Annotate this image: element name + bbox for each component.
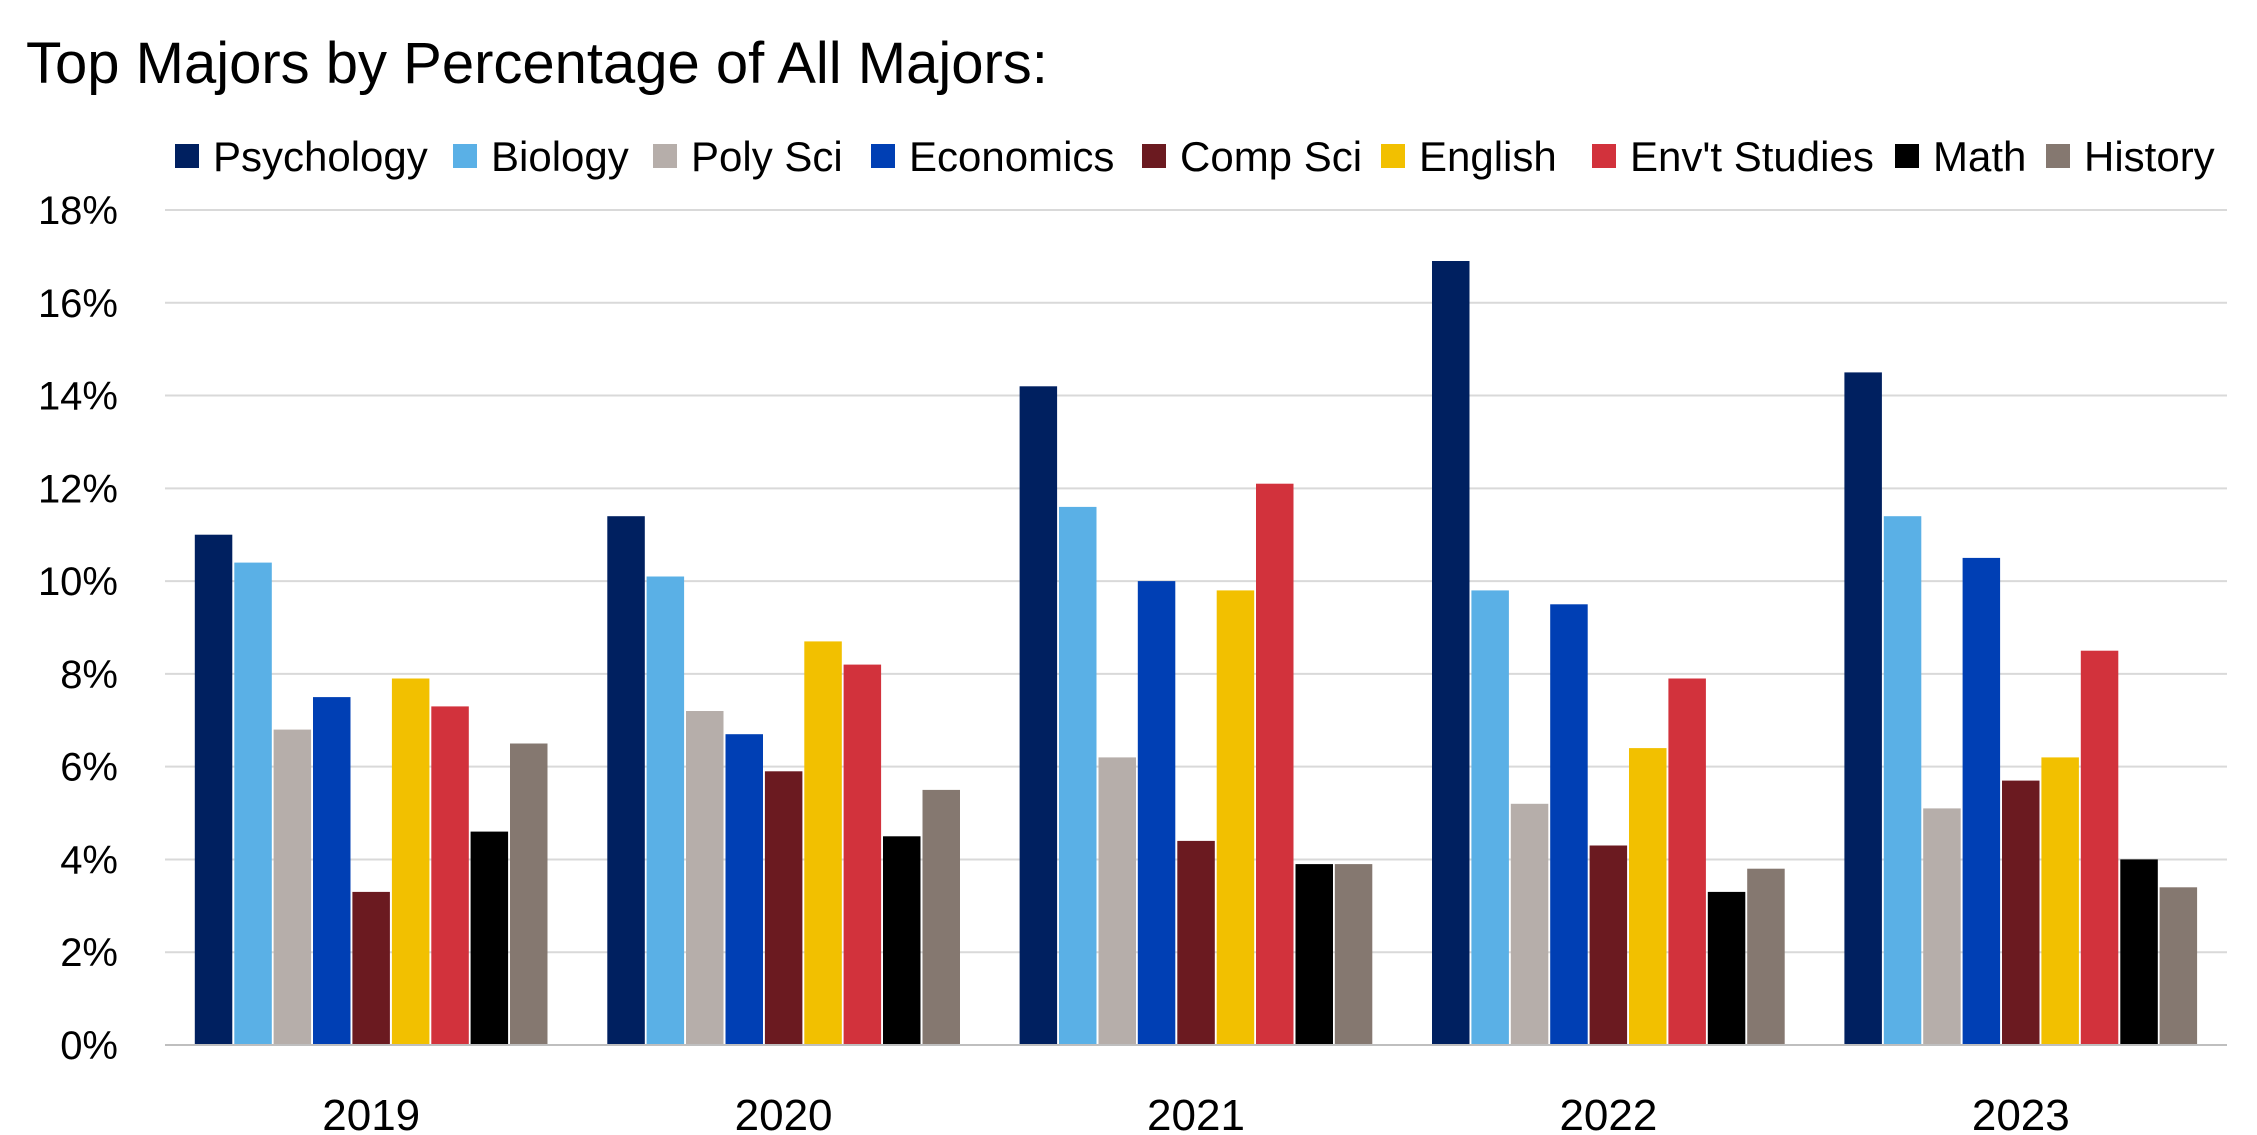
bar-economics-2020 xyxy=(725,734,763,1045)
bar-english-2022 xyxy=(1629,748,1667,1045)
legend-label: Env't Studies xyxy=(1630,133,1874,180)
legend-item: Biology xyxy=(453,133,629,180)
legend-item: Math xyxy=(1895,133,2026,180)
bar-biology-2023 xyxy=(1883,516,1922,1045)
bar-comp-sci-2022 xyxy=(1589,845,1628,1045)
bar-english-2021 xyxy=(1216,590,1255,1045)
chart-title: Top Majors by Percentage of All Majors: xyxy=(26,31,1048,96)
bar-english-2020 xyxy=(804,641,842,1045)
bar-english-2023 xyxy=(2041,757,2079,1045)
bar-comp-sci-2020 xyxy=(764,771,803,1045)
bar-psychology-2021 xyxy=(1019,386,1058,1045)
bar-poly-sci-2021 xyxy=(1098,757,1136,1045)
bar-env-t-studies-2022 xyxy=(1668,678,1706,1045)
legend-label: Math xyxy=(1933,133,2026,180)
bars xyxy=(194,261,2198,1046)
legend-swatch xyxy=(653,144,677,168)
bar-comp-sci-2021 xyxy=(1177,840,1215,1045)
bar-comp-sci-2019 xyxy=(352,891,390,1045)
y-tick-label: 0% xyxy=(60,1024,118,1068)
bar-env-t-studies-2023 xyxy=(2080,650,2119,1045)
bar-history-2020 xyxy=(922,789,960,1045)
legend-label: Psychology xyxy=(213,133,428,180)
legend-label: English xyxy=(1419,133,1557,180)
bar-english-2019 xyxy=(391,678,430,1045)
legend-swatch xyxy=(1381,144,1405,168)
bar-history-2023 xyxy=(2159,887,2198,1045)
bar-math-2019 xyxy=(470,831,509,1045)
bar-psychology-2022 xyxy=(1432,261,1470,1045)
bar-poly-sci-2020 xyxy=(686,711,724,1045)
bar-poly-sci-2022 xyxy=(1510,803,1549,1045)
bar-env-t-studies-2021 xyxy=(1256,483,1294,1045)
bar-economics-2019 xyxy=(313,697,351,1045)
y-tick-label: 18% xyxy=(38,189,118,233)
legend-item: Poly Sci xyxy=(653,133,843,180)
legend-swatch xyxy=(1142,144,1166,168)
bar-biology-2022 xyxy=(1471,590,1509,1045)
legend-item: English xyxy=(1381,133,1557,180)
y-tick-label: 10% xyxy=(38,560,118,604)
legend-swatch xyxy=(871,144,895,168)
legend-label: History xyxy=(2084,133,2215,180)
legend-swatch xyxy=(2046,144,2070,168)
bar-economics-2022 xyxy=(1550,604,1588,1045)
x-category-label: 2023 xyxy=(1972,1091,2070,1135)
gridlines xyxy=(165,209,2227,954)
legend-swatch xyxy=(453,144,477,168)
bar-math-2023 xyxy=(2120,859,2158,1045)
y-tick-label: 16% xyxy=(38,282,118,326)
bar-economics-2023 xyxy=(1962,557,2001,1045)
bar-history-2022 xyxy=(1747,868,1785,1045)
x-category-label: 2022 xyxy=(1559,1091,1657,1135)
y-tick-label: 2% xyxy=(60,931,118,975)
x-category-label: 2020 xyxy=(735,1091,833,1135)
bar-psychology-2020 xyxy=(607,516,645,1045)
legend-item: Psychology xyxy=(175,133,428,180)
bar-env-t-studies-2020 xyxy=(843,664,882,1045)
bar-biology-2021 xyxy=(1059,506,1097,1045)
y-axis-ticks: 0% 2% 4% 6% 8% 10% 12% 14% 16% 18% xyxy=(38,189,118,1068)
bar-psychology-2023 xyxy=(1844,372,1882,1045)
x-axis-categories: 2019 2020 2021 2022 2023 xyxy=(322,1091,2069,1135)
legend-swatch xyxy=(1592,144,1616,168)
bar-economics-2021 xyxy=(1137,581,1176,1045)
legend-swatch xyxy=(1895,144,1919,168)
legend-label: Poly Sci xyxy=(691,133,843,180)
legend-label: Comp Sci xyxy=(1180,133,1362,180)
legend-label: Biology xyxy=(491,133,629,180)
legend-item: Economics xyxy=(871,133,1114,180)
bar-biology-2020 xyxy=(646,576,685,1045)
x-category-label: 2019 xyxy=(322,1091,420,1135)
bar-math-2020 xyxy=(883,836,921,1046)
legend-item: History xyxy=(2046,133,2215,180)
legend-swatch xyxy=(175,144,199,168)
x-category-label: 2021 xyxy=(1147,1091,1245,1135)
y-tick-label: 12% xyxy=(38,467,118,511)
bar-history-2019 xyxy=(510,743,548,1045)
legend: Psychology Biology Poly Sci Economics Comp S… xyxy=(175,133,2215,180)
y-tick-label: 8% xyxy=(60,653,118,697)
legend-label: Economics xyxy=(909,133,1114,180)
bar-math-2022 xyxy=(1707,891,1746,1045)
bar-history-2021 xyxy=(1334,864,1373,1045)
bar-biology-2019 xyxy=(234,562,272,1045)
bar-psychology-2019 xyxy=(194,534,233,1045)
y-tick-label: 4% xyxy=(60,838,118,882)
legend-item: Env't Studies xyxy=(1592,133,1874,180)
y-tick-label: 6% xyxy=(60,746,118,790)
bar-comp-sci-2023 xyxy=(2002,780,2040,1045)
bar-math-2021 xyxy=(1295,864,1333,1045)
legend-item: Comp Sci xyxy=(1142,133,1362,180)
bar-poly-sci-2019 xyxy=(273,729,312,1045)
bar-poly-sci-2023 xyxy=(1923,808,1961,1045)
bar-env-t-studies-2019 xyxy=(431,706,469,1045)
y-tick-label: 14% xyxy=(38,375,118,419)
